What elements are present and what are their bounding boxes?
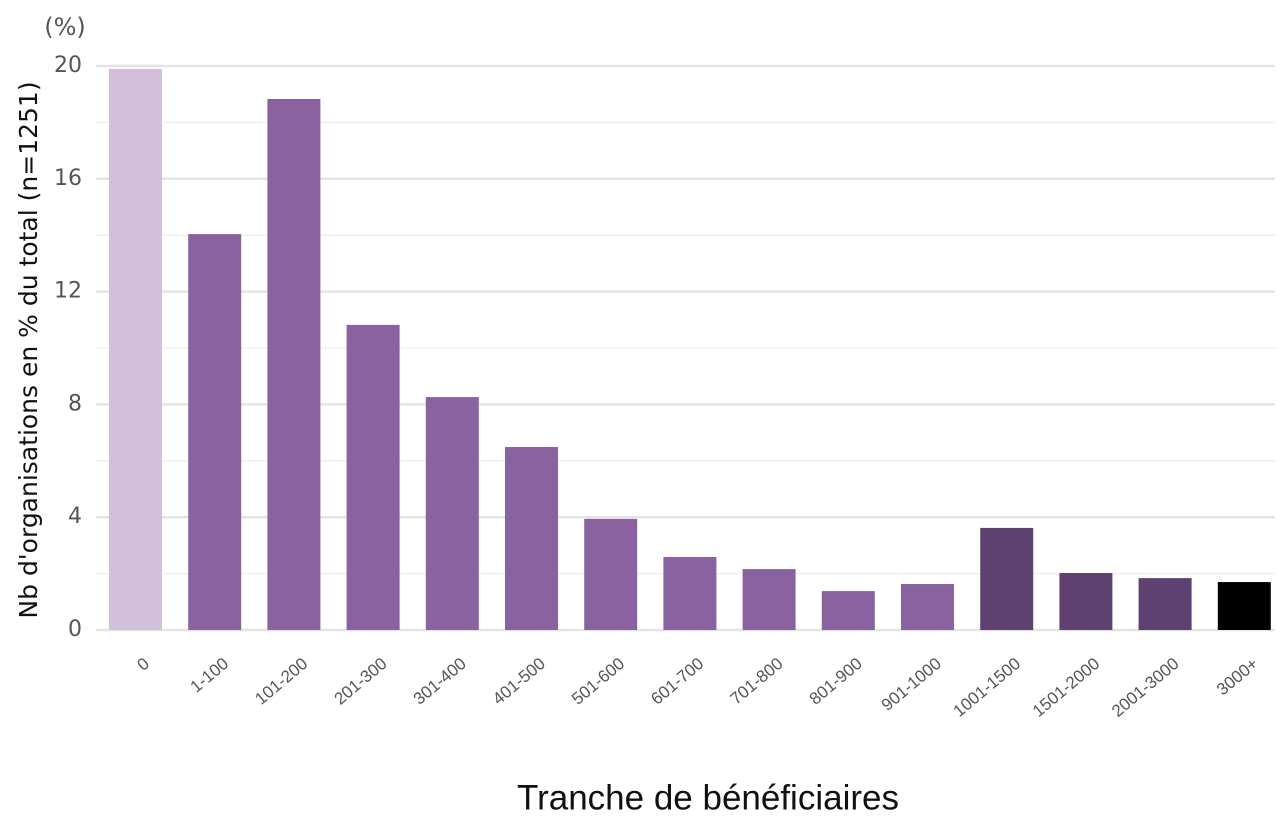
x-tick-label: 801-900 [806,654,866,709]
bar [1138,578,1192,630]
x-tick-label: 1-100 [187,654,233,697]
y-axis-title: Nb d'organisations en % du total (n=1251… [14,81,43,618]
unit-label: (%) [44,13,86,41]
bar [188,234,242,630]
x-tick-label: 101-200 [251,654,311,709]
bar [1217,582,1271,630]
x-tick-label: 601-700 [647,654,707,709]
x-axis-title: Tranche de bénéficiaires [517,778,899,816]
y-tick-label: 8 [68,391,82,416]
x-tick-label: 2001-3000 [1108,654,1183,721]
x-tick-label: 401-500 [489,654,549,709]
bar [109,68,162,630]
x-tick-label: 501-600 [568,654,628,709]
bar [821,591,875,630]
bar [505,446,558,630]
y-tick-label: 20 [54,53,82,78]
bar [267,98,321,630]
bar [980,527,1034,630]
y-tick-label: 16 [54,166,82,191]
x-tick-label: 3000+ [1213,654,1262,699]
x-tick-label: 201-300 [331,654,391,709]
y-tick-label: 12 [54,279,82,304]
x-tick-label: 701-800 [727,654,787,709]
x-tick-label: 901-1000 [878,654,945,715]
bar [425,397,479,630]
bar [742,569,796,630]
x-tick-label: 301-400 [410,654,470,709]
x-tick-label: 0 [133,654,152,675]
y-tick-label: 4 [68,504,82,529]
bar [346,324,400,630]
bar [1059,573,1113,630]
bar [901,584,954,630]
x-tick-label: 1501-2000 [1029,654,1104,721]
y-tick-label: 0 [68,617,82,642]
x-tick-label: 1001-1500 [950,654,1025,721]
bar [663,556,717,630]
bar [584,518,638,630]
